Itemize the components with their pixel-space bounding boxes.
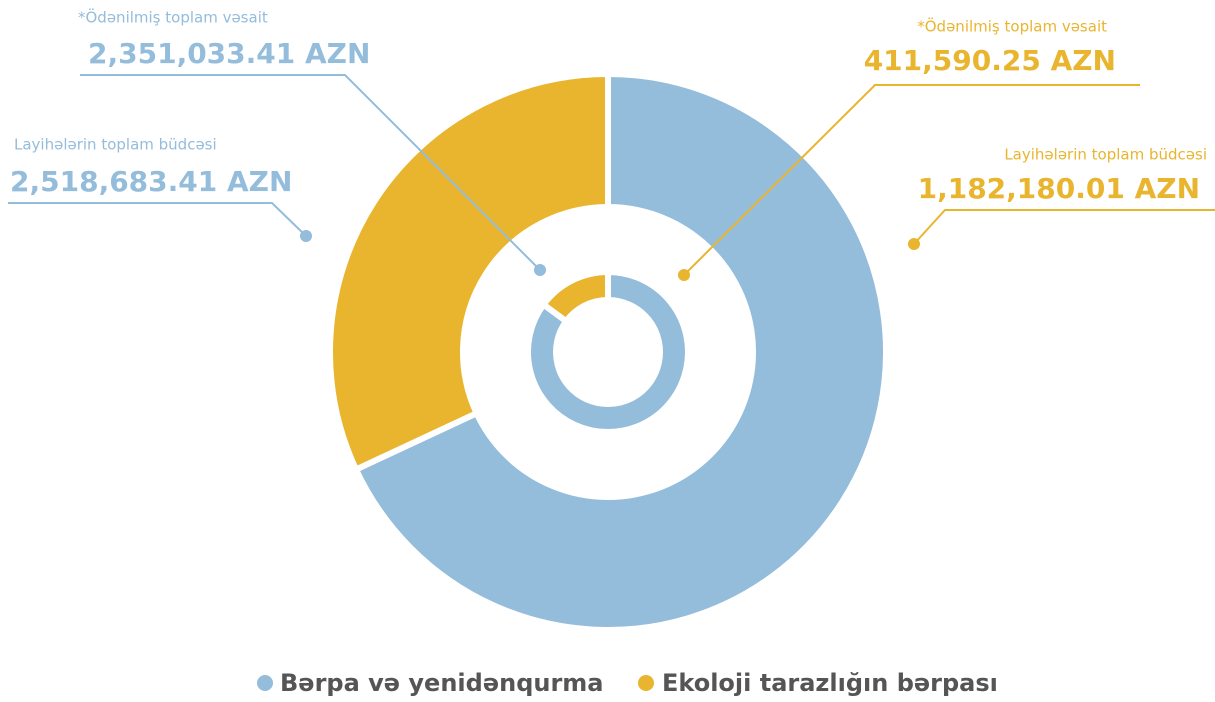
- callout-line: [8, 202, 307, 237]
- callout-line: [913, 209, 1215, 245]
- callout-dot: [534, 264, 546, 276]
- callout-label: Layihələrin toplam büdcəsi: [14, 136, 217, 154]
- legend-marker: [638, 675, 654, 691]
- callout-line: [80, 74, 541, 271]
- callout-value: 2,351,033.41 AZN: [88, 37, 370, 70]
- donut-segment: [539, 268, 611, 326]
- callout-line: [683, 84, 1140, 276]
- callout-label: *Ödənilmiş toplam vəsait: [917, 17, 1107, 36]
- callout-label: *Ödənilmiş toplam vəsait: [78, 8, 268, 27]
- callout-dot: [300, 230, 312, 242]
- donut-segment: [352, 70, 889, 633]
- legend-label: Ekoloji tarazlığın bərpası: [662, 669, 998, 697]
- legend-label: Bərpa və yenidənqurma: [280, 669, 604, 697]
- callout-value: 1,182,180.01 AZN: [918, 172, 1200, 205]
- donut-segment: [525, 268, 691, 435]
- legend-marker: [257, 675, 273, 691]
- callout-value: 411,590.25 AZN: [864, 44, 1116, 77]
- callout-label: Layihələrin toplam büdcəsi: [1004, 146, 1207, 164]
- callout-dot: [908, 238, 920, 250]
- callout-value: 2,518,683.41 AZN: [10, 165, 292, 198]
- donut-segment: [327, 70, 611, 474]
- callout-dot: [678, 269, 690, 281]
